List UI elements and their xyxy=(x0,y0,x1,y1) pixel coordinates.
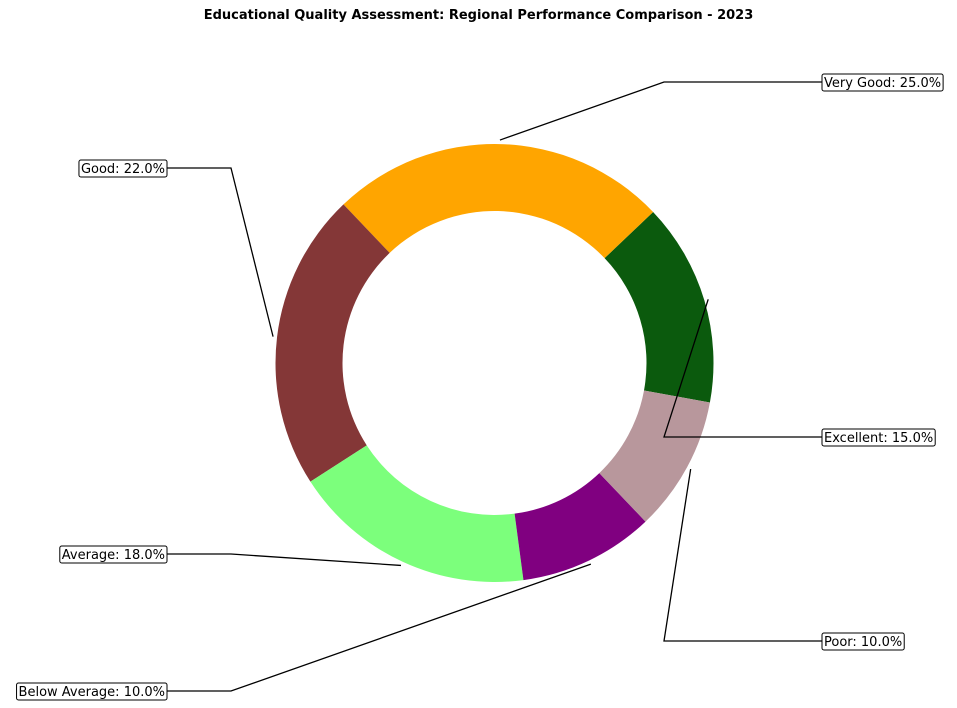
slice-label-box xyxy=(16,682,168,701)
leader-line xyxy=(663,299,822,438)
slice-label-box xyxy=(78,159,168,178)
donut-slices xyxy=(275,144,714,582)
slice-very-good xyxy=(343,144,654,259)
leader-line xyxy=(167,563,592,692)
slice-label: Excellent: 15.0% xyxy=(824,431,933,446)
slice-excellent xyxy=(604,211,714,403)
slice-label: Below Average: 10.0% xyxy=(19,685,165,700)
slice-label-box xyxy=(821,632,905,651)
chart-title: Educational Quality Assessment: Regional… xyxy=(203,8,754,23)
leader-line xyxy=(167,167,274,337)
slice-label: Average: 18.0% xyxy=(62,548,165,563)
slice-average xyxy=(310,445,524,582)
slice-label: Good: 22.0% xyxy=(81,162,165,177)
leader-line xyxy=(167,553,402,567)
slice-label-box xyxy=(821,73,944,92)
slice-below-average xyxy=(514,473,646,581)
slice-label-box xyxy=(821,428,936,447)
leader-line xyxy=(663,468,822,642)
slice-label-box xyxy=(59,545,168,564)
slice-label: Very Good: 25.0% xyxy=(824,76,941,91)
slice-labels: Excellent: 15.0% Very Good: 25.0% Good: 22… xyxy=(16,73,944,701)
leader-line xyxy=(499,81,822,141)
slice-label: Poor: 10.0% xyxy=(824,635,902,650)
slice-good xyxy=(275,204,390,482)
slice-poor xyxy=(599,390,710,522)
